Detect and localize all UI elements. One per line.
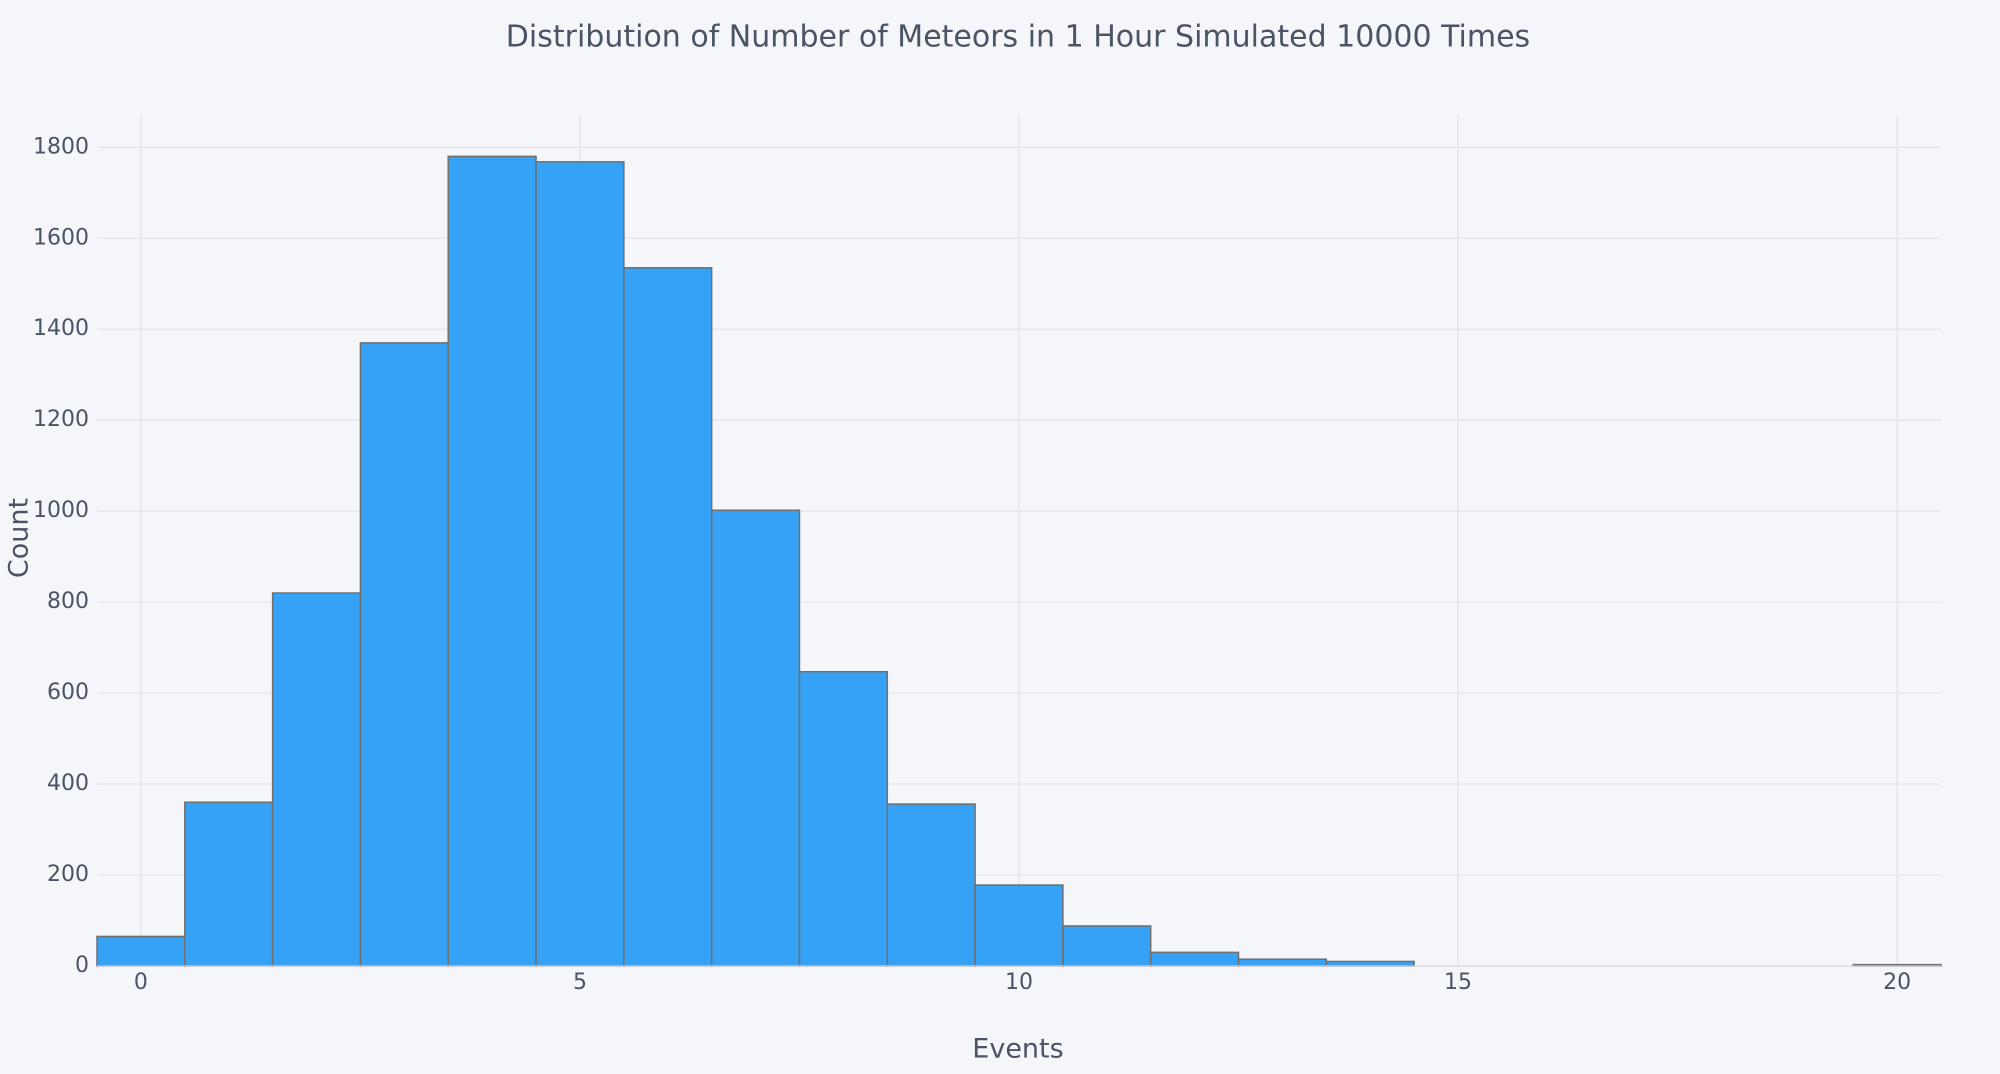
y-axis-title: Count (4, 498, 35, 578)
y-tick-label: 1000 (33, 498, 89, 523)
y-tick-label: 200 (47, 862, 89, 887)
y-tick-label: 0 (75, 953, 89, 978)
x-tick-label: 20 (1883, 970, 1911, 995)
x-tick-label: 0 (134, 970, 148, 995)
histogram-bar (271, 592, 362, 967)
x-tick-label: 5 (573, 970, 587, 995)
histogram-bar (798, 670, 889, 967)
y-tick-label: 400 (47, 771, 89, 796)
histogram-bar (1062, 925, 1152, 967)
y-tick-label: 1400 (33, 316, 89, 341)
histogram-bar (710, 509, 801, 967)
y-tick-label: 1200 (33, 407, 89, 432)
histogram-bar (1325, 960, 1415, 967)
y-tick-label: 600 (47, 680, 89, 705)
y-tick-label: 1800 (33, 134, 89, 159)
histogram-bar (447, 155, 537, 967)
x-axis-title: Events (972, 1034, 1063, 1065)
histogram-bar (1149, 951, 1240, 967)
chart-title: Distribution of Number of Meteors in 1 H… (506, 20, 1530, 55)
histogram-bar (1237, 958, 1328, 967)
x-tick-label: 10 (1005, 970, 1033, 995)
histogram-bar (886, 803, 976, 967)
histogram-bar (359, 342, 449, 967)
y-tick-label: 1600 (33, 225, 89, 250)
x-tick-label: 15 (1444, 970, 1472, 995)
histogram-bar (623, 267, 713, 967)
histogram-bar (184, 801, 274, 967)
histogram-bar (96, 935, 186, 967)
histogram-bar (535, 161, 625, 967)
y-tick-label: 800 (47, 589, 89, 614)
histogram-bar (974, 884, 1064, 967)
